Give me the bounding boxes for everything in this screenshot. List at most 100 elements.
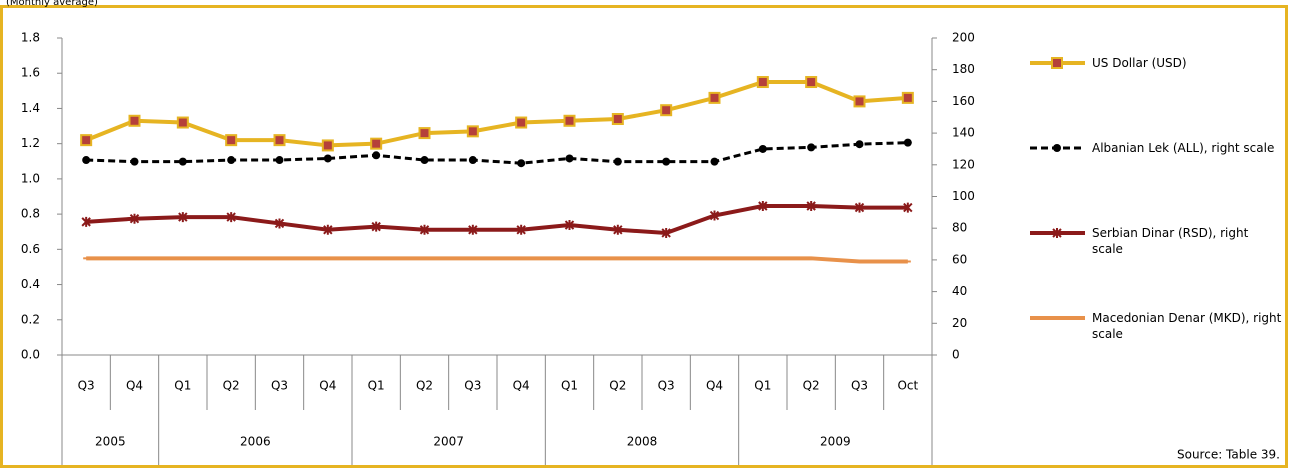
marker bbox=[661, 227, 671, 238]
subtitle: (Monthly average) bbox=[6, 0, 98, 8]
x-tick-label: Q1 bbox=[754, 379, 771, 393]
marker bbox=[130, 157, 139, 166]
marker bbox=[323, 224, 333, 235]
marker bbox=[468, 224, 478, 235]
y2-tick-label: 140 bbox=[952, 126, 975, 140]
legend-label: US Dollar (USD) bbox=[1092, 56, 1187, 70]
marker bbox=[613, 157, 622, 166]
y-tick-label: 0.2 bbox=[21, 312, 40, 326]
year-label: 2005 bbox=[95, 435, 126, 449]
y2-tick-label: 0 bbox=[952, 348, 960, 362]
marker bbox=[853, 95, 866, 108]
marker bbox=[321, 139, 334, 152]
x-tick-label: Q1 bbox=[561, 379, 578, 393]
x-tick-label: Q3 bbox=[271, 379, 288, 393]
y-tick-label: 0.0 bbox=[21, 348, 40, 362]
marker bbox=[128, 114, 141, 127]
marker bbox=[178, 157, 187, 166]
series-line bbox=[86, 204, 908, 235]
marker bbox=[564, 220, 575, 231]
marker bbox=[708, 91, 721, 104]
series-line bbox=[86, 141, 908, 165]
marker bbox=[611, 113, 624, 126]
marker bbox=[515, 116, 528, 129]
marker bbox=[275, 156, 284, 165]
y2-tick-label: 200 bbox=[952, 31, 975, 45]
y2-tick-label: 40 bbox=[952, 284, 967, 298]
marker bbox=[516, 224, 526, 235]
marker bbox=[903, 202, 913, 213]
marker bbox=[372, 151, 381, 160]
marker bbox=[468, 156, 477, 165]
legend-marker bbox=[1052, 228, 1062, 238]
frame bbox=[0, 5, 1288, 468]
marker bbox=[420, 156, 429, 165]
y2-tick-label: 20 bbox=[952, 316, 967, 330]
x-tick-label: Q4 bbox=[319, 379, 336, 393]
x-tick-label: Q1 bbox=[174, 379, 191, 393]
x-tick-label: Q2 bbox=[223, 379, 240, 393]
y-tick-label: 0.8 bbox=[21, 207, 40, 221]
marker bbox=[176, 116, 189, 129]
y2-tick-label: 80 bbox=[952, 221, 967, 235]
y-tick-label: 1.0 bbox=[21, 171, 40, 185]
marker bbox=[371, 221, 381, 232]
marker bbox=[903, 138, 912, 147]
legend-label: Serbian Dinar (RSD), right scale bbox=[1092, 226, 1249, 256]
marker bbox=[466, 125, 479, 138]
marker bbox=[662, 157, 671, 166]
y2-tick-label: 120 bbox=[952, 157, 975, 171]
marker bbox=[613, 224, 623, 235]
x-tick-label: Q3 bbox=[78, 379, 95, 393]
year-label: 2008 bbox=[627, 435, 658, 449]
x-tick-label: Q2 bbox=[803, 379, 820, 393]
x-tick-label: Q3 bbox=[658, 379, 675, 393]
y-tick-label: 1.6 bbox=[21, 66, 40, 80]
marker bbox=[418, 127, 431, 140]
x-tick-label: Q3 bbox=[851, 379, 868, 393]
x-tick-label: Q4 bbox=[513, 379, 530, 393]
marker bbox=[129, 213, 140, 224]
marker bbox=[854, 202, 865, 213]
legend-label: Macedonian Denar (MKD), right scale bbox=[1092, 311, 1282, 341]
x-tick-label: Oct bbox=[897, 379, 918, 393]
y2-tick-label: 180 bbox=[952, 62, 975, 76]
marker bbox=[225, 134, 238, 147]
y-tick-label: 1.8 bbox=[21, 31, 40, 45]
y-tick-label: 1.2 bbox=[21, 136, 40, 150]
marker bbox=[81, 216, 91, 227]
y-tick-label: 1.4 bbox=[21, 101, 40, 115]
legend-marker bbox=[1051, 57, 1063, 69]
y-tick-label: 0.6 bbox=[21, 242, 40, 256]
marker bbox=[227, 156, 236, 165]
marker bbox=[709, 210, 720, 221]
marker bbox=[806, 201, 816, 212]
legend-label: Albanian Lek (ALL), right scale bbox=[1092, 141, 1275, 155]
marker bbox=[370, 137, 383, 150]
x-tick-label: Q3 bbox=[464, 379, 481, 393]
marker bbox=[419, 224, 430, 235]
y2-tick-label: 160 bbox=[952, 94, 975, 108]
y-tick-label: 0.4 bbox=[21, 277, 40, 291]
marker bbox=[323, 154, 332, 163]
marker bbox=[710, 157, 719, 166]
marker bbox=[80, 134, 93, 147]
marker bbox=[517, 159, 526, 168]
marker bbox=[758, 201, 768, 212]
x-tick-label: Q1 bbox=[368, 379, 385, 393]
legend-marker bbox=[1053, 144, 1061, 152]
x-tick-label: Q4 bbox=[126, 379, 143, 393]
source: Source: Table 39. bbox=[1177, 448, 1280, 462]
marker bbox=[82, 156, 91, 165]
x-tick-label: Q2 bbox=[609, 379, 626, 393]
marker bbox=[855, 140, 864, 149]
marker bbox=[901, 91, 914, 104]
year-label: 2009 bbox=[820, 435, 851, 449]
marker bbox=[565, 154, 574, 163]
marker bbox=[273, 134, 286, 147]
marker bbox=[226, 212, 236, 223]
marker bbox=[756, 76, 769, 89]
marker bbox=[563, 114, 576, 127]
